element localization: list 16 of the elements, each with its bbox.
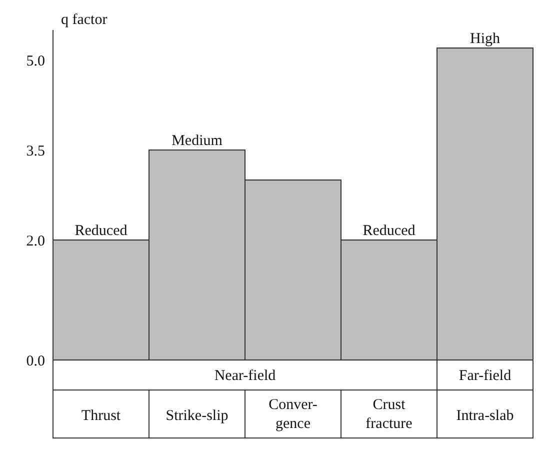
x-tick-label: Strike-slip bbox=[166, 408, 228, 424]
annotation: Reduced bbox=[74, 223, 128, 239]
annotation: Reduced bbox=[362, 223, 416, 239]
x-tick-label: Intra-slab bbox=[456, 408, 514, 424]
y-tick-label: 0.0 bbox=[26, 353, 45, 370]
text: Far-field bbox=[458, 368, 512, 384]
annotation: High bbox=[470, 31, 500, 47]
annotation: Medium bbox=[172, 133, 223, 149]
text: Near-field bbox=[214, 368, 276, 384]
x-tick-label: Thrust bbox=[81, 408, 122, 424]
y-tick-label: 5.0 bbox=[26, 53, 45, 70]
y-tick-label: 3.5 bbox=[26, 143, 45, 160]
x-tick-label: Crust fracture bbox=[366, 397, 413, 432]
y-axis-title: q factor bbox=[61, 12, 108, 29]
y-tick-label: 2.0 bbox=[26, 233, 45, 250]
x-tick-label: Conver-gence bbox=[268, 397, 318, 432]
